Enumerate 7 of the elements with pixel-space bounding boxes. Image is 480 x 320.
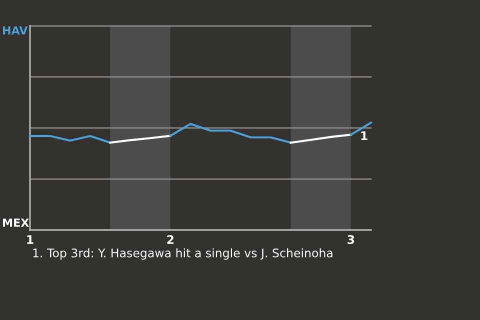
x-tick-label: 2 <box>167 235 174 244</box>
x-tick-label: 3 <box>348 235 354 244</box>
x-tick-label: 1 <box>27 235 34 244</box>
annotation: 1 <box>361 131 368 140</box>
text: HAV <box>3 26 28 34</box>
text: 1. Top 3rd: Y. Hasegawa hit a single vs J. Scheinoha <box>33 248 332 260</box>
text: MEX <box>3 218 29 227</box>
